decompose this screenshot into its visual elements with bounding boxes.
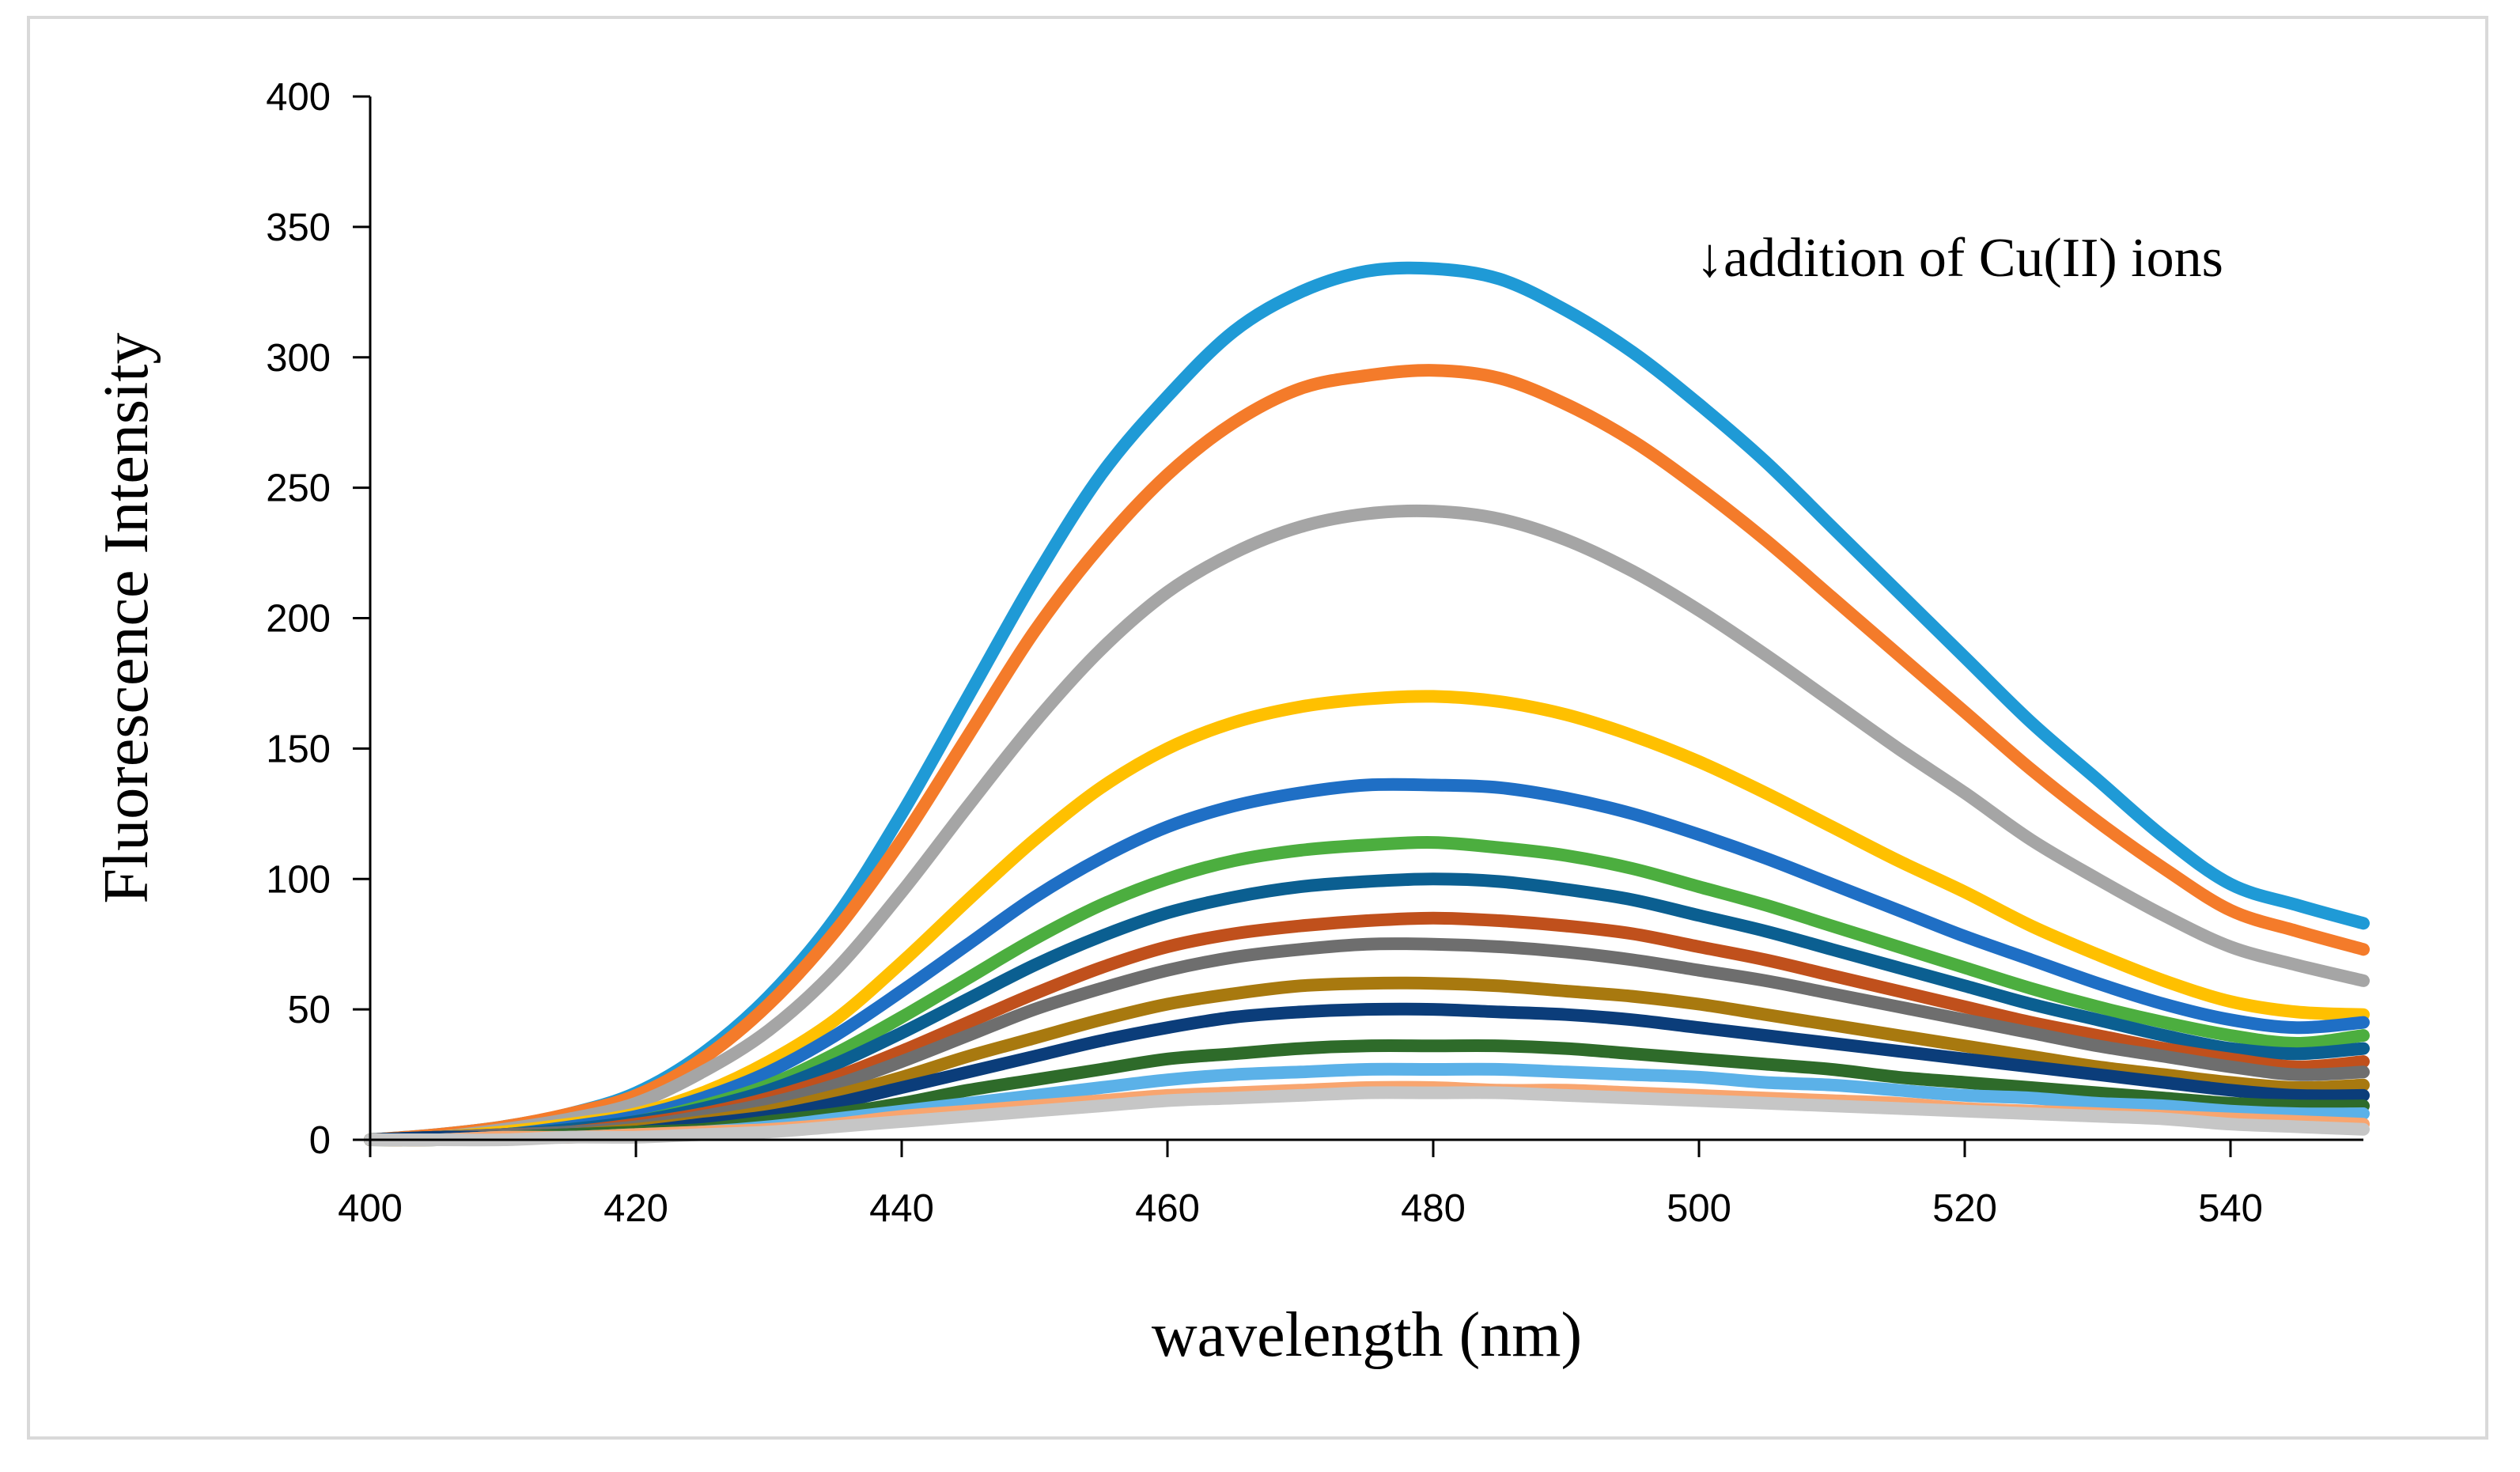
- y-tick-label: 350: [266, 206, 331, 249]
- series-line-2: [364, 364, 2370, 1146]
- cu-addition-annotation: ↓addition of Cu(II) ions: [1696, 228, 2223, 289]
- series-line-15: [364, 1086, 2370, 1147]
- x-tick-label: 440: [869, 1187, 934, 1230]
- series-layer: [364, 261, 2370, 1147]
- y-tick-label: 150: [266, 728, 331, 770]
- y-tick-label: 200: [266, 598, 331, 641]
- series-line-3: [364, 504, 2370, 1146]
- y-tick-label: 250: [266, 467, 331, 510]
- x-axis-title: wavelength (nm): [1152, 1300, 1582, 1370]
- y-tick-label: 100: [266, 858, 331, 901]
- x-axis-ticks: 400 420 440 460 480 500 520 540: [338, 1140, 2263, 1230]
- x-tick-label: 460: [1135, 1187, 1200, 1230]
- x-tick-label: 420: [604, 1187, 668, 1230]
- x-tick-label: 500: [1667, 1187, 1731, 1230]
- y-tick-label: 50: [287, 989, 331, 1031]
- y-tick-label: 300: [266, 337, 331, 380]
- x-tick-label: 540: [2198, 1187, 2263, 1230]
- x-tick-label: 480: [1401, 1187, 1466, 1230]
- fluorescence-chart: 0 50 100 150 200 250 300 350 400 400 420 440 460 480…: [92, 76, 2370, 1370]
- y-tick-label: 0: [309, 1119, 331, 1162]
- y-axis-title: Fluorescence Intensity: [92, 333, 161, 904]
- y-axis-ticks: 0 50 100 150 200 250 300 350 400: [266, 76, 370, 1162]
- x-tick-label: 520: [1932, 1187, 1997, 1230]
- chart-frame: 0 50 100 150 200 250 300 350 400 400 420 440 460 480…: [27, 16, 2488, 1440]
- series-line-5: [364, 778, 2370, 1146]
- x-tick-label: 400: [338, 1187, 403, 1230]
- y-tick-label: 400: [266, 76, 331, 119]
